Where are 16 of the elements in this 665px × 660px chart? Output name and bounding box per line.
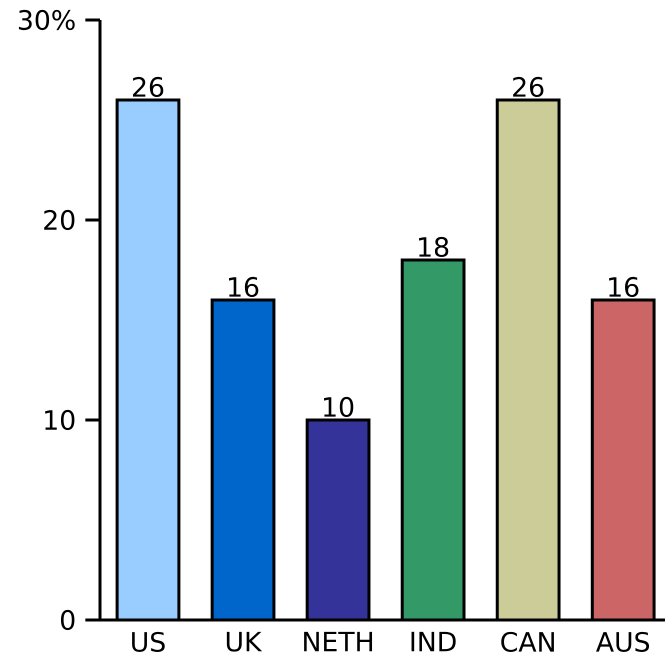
data-label: 26 <box>132 76 164 98</box>
data-label: 18 <box>419 236 448 258</box>
y-tick-label: 20 <box>44 210 74 230</box>
x-tick-label: IND <box>412 632 456 652</box>
data-label: 16 <box>228 276 258 298</box>
data-label: 16 <box>609 276 638 298</box>
x-tick-label: CAN <box>501 632 554 652</box>
x-tick-label: NETH <box>304 632 372 652</box>
data-label: 10 <box>324 396 354 418</box>
x-tick-label: AUS <box>596 632 650 652</box>
x-tick-label: US <box>132 632 165 652</box>
data-label: 26 <box>513 76 544 98</box>
y-tick-label: 10 <box>45 410 74 430</box>
x-tick-label: UK <box>226 632 262 652</box>
y-tick-label: 0 <box>60 610 74 630</box>
y-tick-label: 30% <box>18 10 75 30</box>
